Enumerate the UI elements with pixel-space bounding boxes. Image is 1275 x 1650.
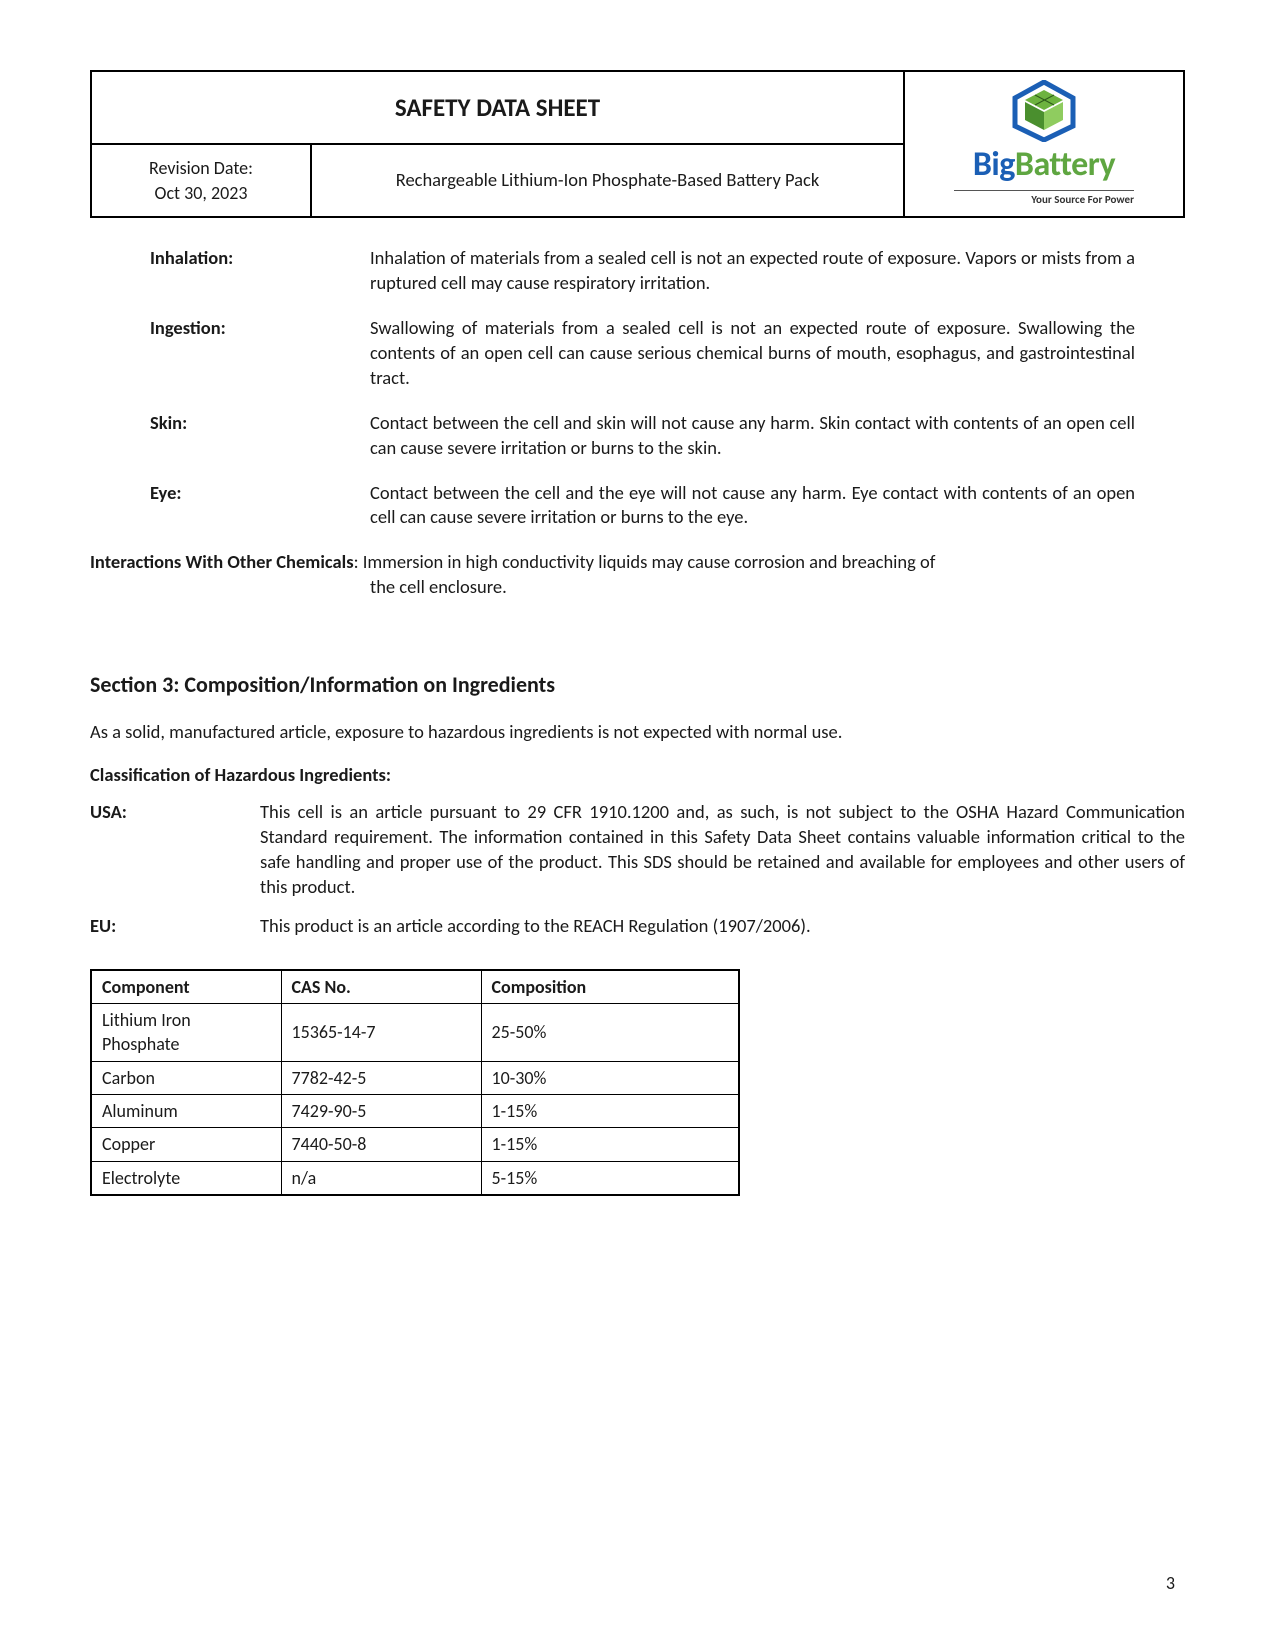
cell: 1-15% xyxy=(481,1128,739,1161)
hazard-text: Contact between the cell and skin will n… xyxy=(370,411,1185,461)
doc-title: SAFETY DATA SHEET xyxy=(91,71,904,144)
revision-date: Oct 30, 2023 xyxy=(155,182,248,204)
hazard-text: Contact between the cell and the eye wil… xyxy=(370,481,1185,531)
hazard-row-ingestion: Ingestion: Swallowing of materials from … xyxy=(150,316,1185,391)
revision-label: Revision Date: xyxy=(149,157,253,179)
section-3-title: Section 3: Composition/Information on In… xyxy=(90,670,1185,700)
cell: Electrolyte xyxy=(91,1161,281,1195)
page-number: 3 xyxy=(1166,1571,1175,1595)
interactions-text: : Immersion in high conductivity liquids… xyxy=(354,550,936,573)
logo-text-battery: Battery xyxy=(1015,142,1115,188)
table-row: Lithium Iron Phosphate 15365-14-7 25-50% xyxy=(91,1004,739,1062)
table-header-row: Component CAS No. Composition xyxy=(91,970,739,1004)
hazard-row-eye: Eye: Contact between the cell and the ey… xyxy=(150,481,1185,531)
cell: Copper xyxy=(91,1128,281,1161)
interactions-block: Interactions With Other Chemicals: Immer… xyxy=(90,550,1185,600)
cell: n/a xyxy=(281,1161,481,1195)
cell: 7440-50-8 xyxy=(281,1128,481,1161)
cell: 7782-42-5 xyxy=(281,1061,481,1094)
hex-cube-icon xyxy=(1009,80,1079,142)
table-row: Electrolyte n/a 5-15% xyxy=(91,1161,739,1195)
hazard-label: Eye: xyxy=(150,481,370,531)
cell: 10-30% xyxy=(481,1061,739,1094)
hazard-label: Ingestion: xyxy=(150,316,370,391)
cell: Carbon xyxy=(91,1061,281,1094)
logo: BigBattery Your Source For Power xyxy=(915,80,1173,208)
revision-cell: Revision Date: Oct 30, 2023 xyxy=(91,144,311,216)
cell: 1-15% xyxy=(481,1095,739,1128)
cell: 15365-14-7 xyxy=(281,1004,481,1062)
classification-row-usa: USA: This cell is an article pursuant to… xyxy=(90,800,1185,900)
col-component: Component xyxy=(91,970,281,1004)
subtitle: Rechargeable Lithium-Ion Phosphate-Based… xyxy=(311,144,904,216)
classification-text: This product is an article according to … xyxy=(260,914,1185,939)
logo-cell: BigBattery Your Source For Power xyxy=(904,71,1184,217)
classification-row-eu: EU: This product is an article according… xyxy=(90,914,1185,939)
hazard-text: Swallowing of materials from a sealed ce… xyxy=(370,316,1185,391)
classification-label: USA: xyxy=(90,800,260,900)
cell: Aluminum xyxy=(91,1095,281,1128)
hazard-label: Skin: xyxy=(150,411,370,461)
table-row: Carbon 7782-42-5 10-30% xyxy=(91,1061,739,1094)
logo-text-big: Big xyxy=(973,142,1015,188)
hazard-label: Inhalation: xyxy=(150,246,370,296)
hazard-row-skin: Skin: Contact between the cell and skin … xyxy=(150,411,1185,461)
cell: Lithium Iron Phosphate xyxy=(91,1004,281,1062)
table-row: Aluminum 7429-90-5 1-15% xyxy=(91,1095,739,1128)
cell: 7429-90-5 xyxy=(281,1095,481,1128)
hazard-list: Inhalation: Inhalation of materials from… xyxy=(150,246,1185,531)
table-row: Copper 7440-50-8 1-15% xyxy=(91,1128,739,1161)
classification-label: EU: xyxy=(90,914,260,939)
classification-title: Classification of Hazardous Ingredients: xyxy=(90,763,1185,788)
col-cas: CAS No. xyxy=(281,970,481,1004)
hazard-text: Inhalation of materials from a sealed ce… xyxy=(370,246,1185,296)
classification-text: This cell is an article pursuant to 29 C… xyxy=(260,800,1185,900)
interactions-text-cont: the cell enclosure. xyxy=(370,575,1135,600)
logo-tagline: Your Source For Power xyxy=(954,190,1134,208)
interactions-label: Interactions With Other Chemicals xyxy=(90,550,354,573)
cell: 5-15% xyxy=(481,1161,739,1195)
col-composition: Composition xyxy=(481,970,739,1004)
composition-table: Component CAS No. Composition Lithium Ir… xyxy=(90,969,740,1196)
header-table: SAFETY DATA SHEET BigBattery Your Source… xyxy=(90,70,1185,218)
hazard-row-inhalation: Inhalation: Inhalation of materials from… xyxy=(150,246,1185,296)
section-3-intro: As a solid, manufactured article, exposu… xyxy=(90,720,1185,745)
cell: 25-50% xyxy=(481,1004,739,1062)
